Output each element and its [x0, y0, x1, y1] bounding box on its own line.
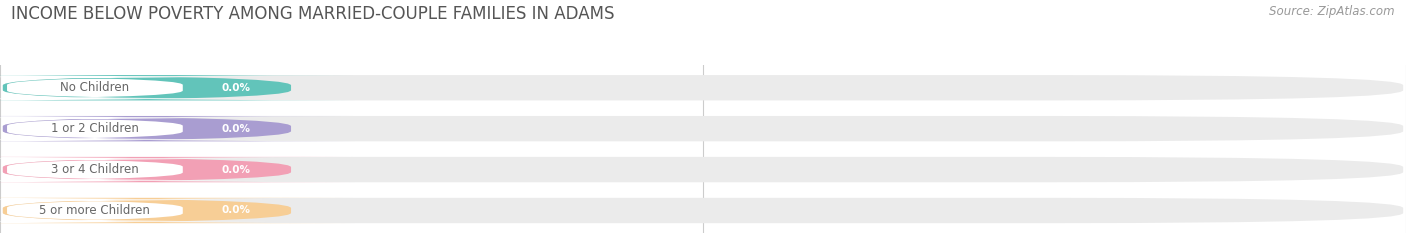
FancyBboxPatch shape [0, 75, 354, 100]
FancyBboxPatch shape [0, 77, 288, 99]
FancyBboxPatch shape [3, 198, 1403, 223]
Text: 5 or more Children: 5 or more Children [39, 204, 150, 217]
Text: 1 or 2 Children: 1 or 2 Children [51, 122, 139, 135]
Text: 0.0%: 0.0% [221, 83, 250, 93]
Text: 0.0%: 0.0% [221, 124, 250, 134]
FancyBboxPatch shape [3, 75, 1403, 100]
Text: No Children: No Children [60, 81, 129, 94]
Text: 0.0%: 0.0% [221, 164, 250, 175]
FancyBboxPatch shape [0, 118, 288, 140]
FancyBboxPatch shape [0, 116, 354, 141]
FancyBboxPatch shape [3, 157, 1403, 182]
FancyBboxPatch shape [0, 158, 288, 181]
Text: 0.0%: 0.0% [221, 206, 250, 216]
FancyBboxPatch shape [0, 157, 354, 182]
Text: Source: ZipAtlas.com: Source: ZipAtlas.com [1270, 5, 1395, 18]
Text: INCOME BELOW POVERTY AMONG MARRIED-COUPLE FAMILIES IN ADAMS: INCOME BELOW POVERTY AMONG MARRIED-COUPL… [11, 5, 614, 23]
FancyBboxPatch shape [3, 116, 1403, 141]
FancyBboxPatch shape [0, 198, 354, 223]
FancyBboxPatch shape [0, 199, 288, 222]
Text: 3 or 4 Children: 3 or 4 Children [51, 163, 139, 176]
